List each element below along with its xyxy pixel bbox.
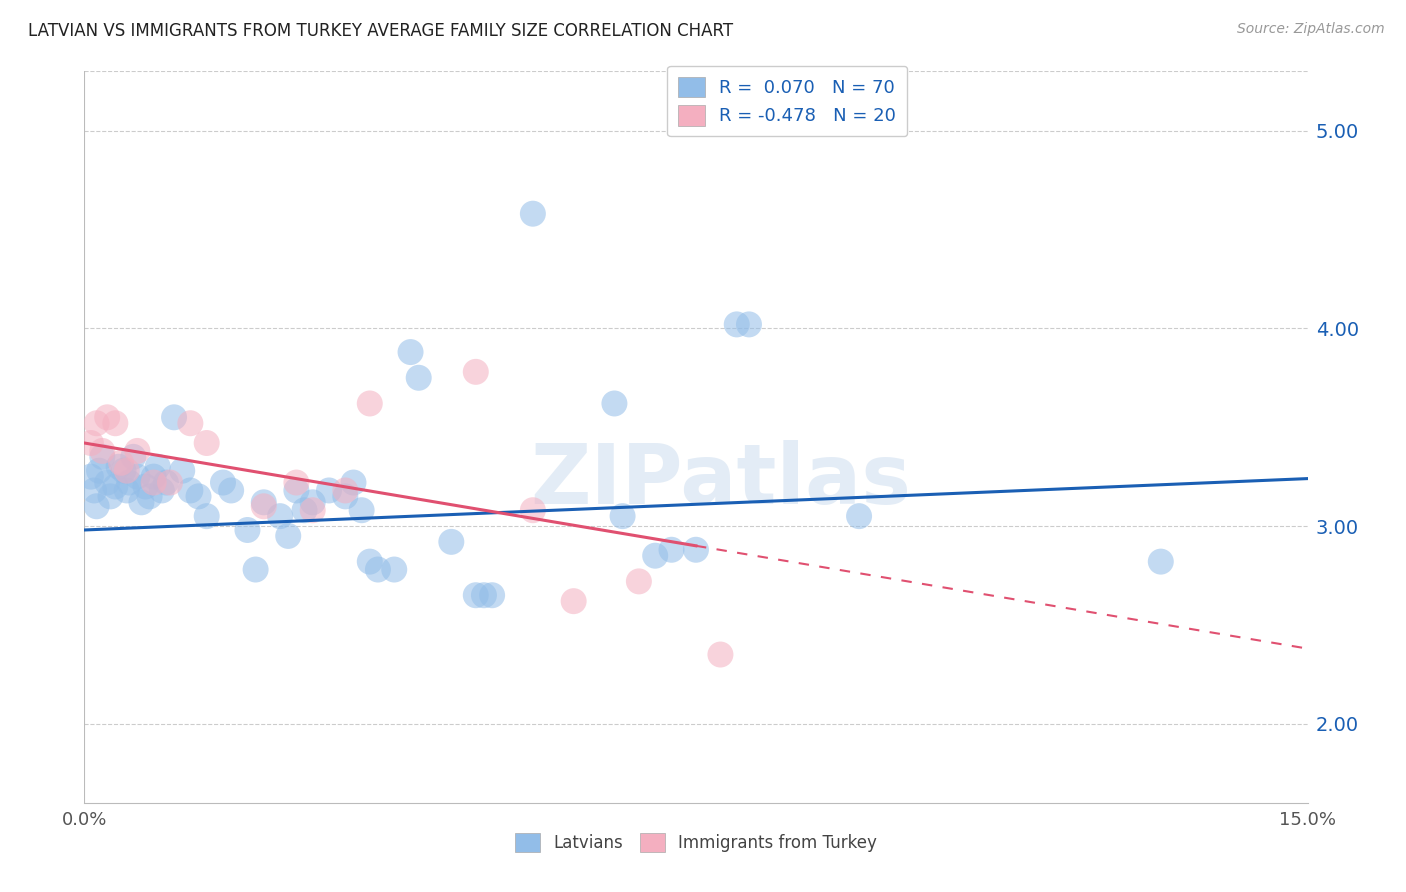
Point (685, 542, 707, 557)
Text: Source: ZipAtlas.com: Source: ZipAtlas.com (1237, 22, 1385, 37)
Point (335, 483, 357, 498)
Point (163, 410, 186, 425)
Point (725, 318, 748, 332)
Point (110, 456, 132, 470)
Point (91, 450, 114, 464)
Point (464, 588, 486, 602)
Point (269, 509, 291, 524)
Point (104, 479, 127, 493)
Point (219, 483, 242, 498)
Point (91, 444, 114, 458)
Point (138, 489, 160, 503)
Point (118, 475, 141, 490)
Point (135, 479, 157, 493)
Point (236, 523, 259, 537)
Point (127, 469, 149, 483)
Point (80, 436, 103, 450)
Point (481, 588, 503, 602)
Point (195, 436, 218, 450)
Point (318, 483, 340, 498)
Point (86, 500, 108, 514)
Point (80, 469, 103, 483)
Point (172, 464, 194, 478)
Point (382, 562, 405, 576)
Point (709, 648, 731, 662)
Point (522, 207, 544, 221)
Point (359, 555, 381, 569)
Point (100, 489, 122, 503)
Point (627, 574, 650, 589)
Point (738, 318, 761, 332)
Point (294, 503, 316, 517)
Point (96, 475, 118, 490)
Point (195, 509, 218, 524)
Point (301, 495, 323, 509)
Point (159, 475, 181, 490)
Point (277, 529, 299, 543)
Point (562, 594, 585, 608)
Point (122, 450, 145, 464)
Point (179, 483, 201, 498)
Point (301, 503, 323, 517)
Point (107, 459, 129, 474)
Point (464, 365, 486, 379)
Point (179, 416, 201, 430)
Point (335, 489, 357, 503)
Text: LATVIAN VS IMMIGRANTS FROM TURKEY AVERAGE FAMILY SIZE CORRELATION CHART: LATVIAN VS IMMIGRANTS FROM TURKEY AVERAG… (28, 22, 734, 40)
Point (408, 371, 430, 385)
Point (127, 444, 149, 458)
Point (115, 483, 138, 498)
Point (86, 416, 108, 430)
Point (350, 503, 373, 517)
Point (104, 416, 127, 430)
Point (131, 495, 153, 509)
Point (96, 410, 118, 425)
Point (644, 549, 666, 563)
Point (142, 475, 165, 490)
Point (285, 475, 308, 490)
Point (212, 475, 235, 490)
Point (848, 509, 870, 524)
Point (1150, 555, 1173, 569)
Point (342, 475, 364, 490)
Point (359, 396, 381, 410)
Point (87, 464, 110, 478)
Point (115, 464, 138, 478)
Point (661, 542, 683, 557)
Point (245, 562, 267, 576)
Legend: Latvians, Immigrants from Turkey: Latvians, Immigrants from Turkey (506, 824, 886, 860)
Point (253, 500, 276, 514)
Point (142, 469, 165, 483)
Point (253, 495, 276, 509)
Text: ZIPatlas: ZIPatlas (530, 441, 911, 522)
Point (472, 588, 495, 602)
Point (603, 396, 626, 410)
Point (612, 509, 634, 524)
Point (522, 503, 544, 517)
Point (367, 562, 389, 576)
Point (112, 464, 135, 478)
Point (399, 345, 422, 359)
Point (285, 483, 308, 498)
Point (83, 483, 105, 498)
Point (150, 483, 173, 498)
Point (146, 459, 169, 474)
Point (187, 489, 209, 503)
Point (440, 534, 463, 549)
Point (155, 475, 177, 490)
